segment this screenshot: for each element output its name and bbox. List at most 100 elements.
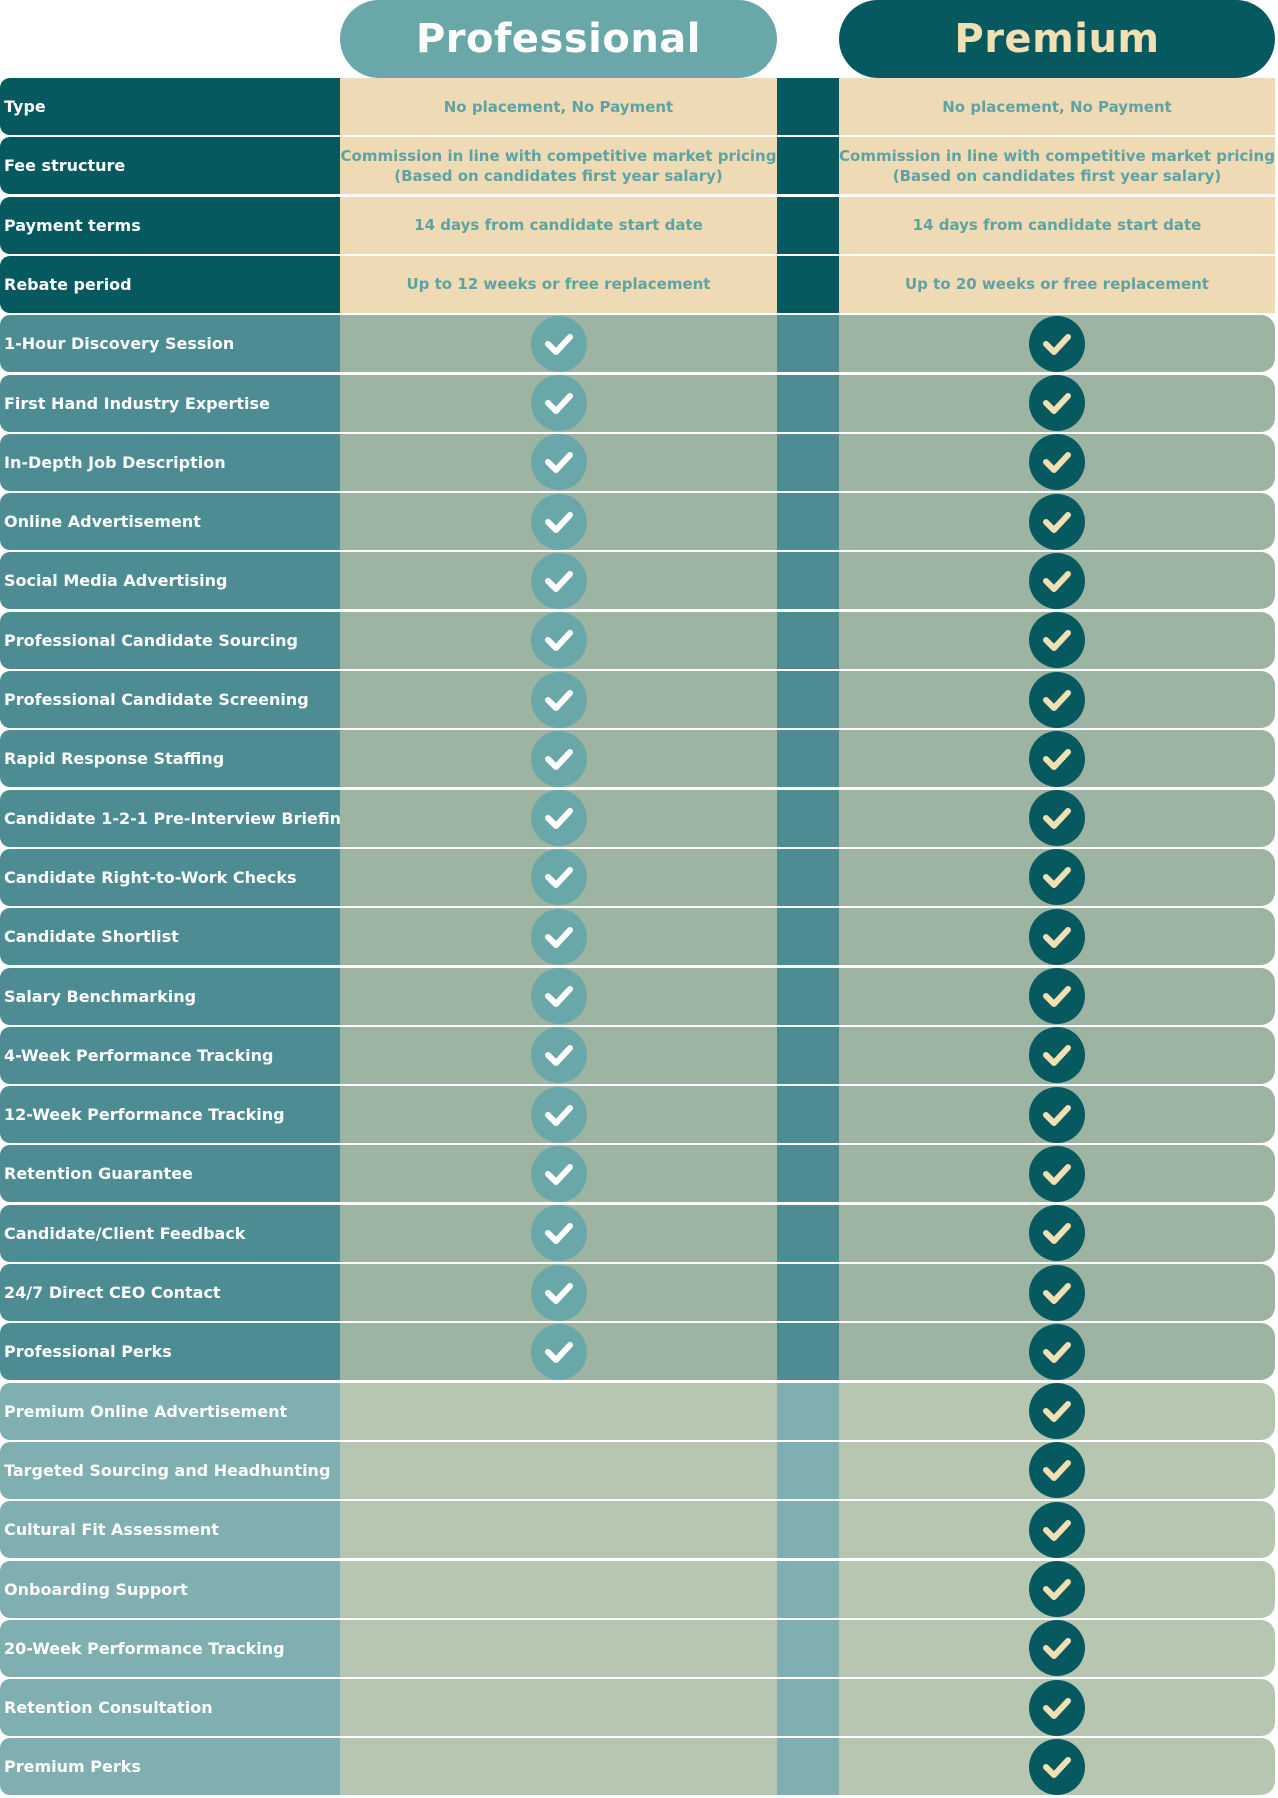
professional-check-icon: [530, 730, 587, 787]
feature-row: Premium Online Advertisement: [0, 1382, 1278, 1440]
feature-row: Candidate 1-2-1 Pre-Interview Briefing: [0, 789, 1278, 847]
feature-label: Online Advertisement: [0, 493, 340, 551]
professional-cell: [340, 1560, 777, 1618]
column-gap: [777, 1026, 839, 1084]
row-label: Type: [0, 78, 340, 135]
premium-cell: [839, 967, 1275, 1025]
professional-cell: [340, 1382, 777, 1440]
professional-cell: 14 days from candidate start date: [340, 196, 777, 254]
professional-cell: [340, 789, 777, 847]
premium-cell: [839, 1145, 1275, 1203]
column-gap: [777, 315, 839, 373]
professional-cell: [340, 374, 777, 432]
info-row: Fee structure Commission in line with com…: [0, 137, 1278, 195]
professional-plan-header: Professional: [340, 0, 777, 78]
row-label: Rebate period: [0, 255, 340, 313]
feature-label: Premium Perks: [0, 1738, 340, 1796]
info-row: Type No placement, No Payment No placement…: [0, 78, 1278, 135]
professional-cell: [340, 1264, 777, 1321]
feature-row: Premium Perks: [0, 1738, 1278, 1796]
feature-row: Onboarding Support: [0, 1560, 1278, 1618]
premium-cell: [839, 433, 1275, 491]
professional-cell: [340, 552, 777, 610]
premium-check-icon: [1029, 1561, 1085, 1617]
column-gap: [777, 196, 839, 254]
professional-value: Commission in line with competitive mark…: [340, 146, 777, 185]
professional-check-icon: [530, 1145, 587, 1202]
premium-cell: [839, 1679, 1275, 1737]
premium-cell: [839, 552, 1275, 610]
feature-label: Professional Candidate Screening: [0, 671, 340, 728]
premium-value: 14 days from candidate start date: [912, 216, 1202, 235]
premium-cell: No placement, No Payment: [839, 78, 1275, 135]
feature-row: Salary Benchmarking: [0, 967, 1278, 1025]
column-gap: [777, 374, 839, 432]
feature-label: 24/7 Direct CEO Contact: [0, 1264, 340, 1321]
professional-cell: [340, 1501, 777, 1559]
premium-cell: [839, 493, 1275, 551]
premium-value: Up to 20 weeks or free replacement: [905, 275, 1209, 294]
premium-check-icon: [1029, 790, 1085, 847]
premium-cell: [839, 1086, 1275, 1144]
info-row: Payment terms 14 days from candidate star…: [0, 196, 1278, 254]
feature-row: Candidate/Client Feedback: [0, 1204, 1278, 1262]
feature-row: Online Advertisement: [0, 493, 1278, 551]
premium-check-icon: [1029, 1383, 1085, 1440]
professional-check-icon: [530, 671, 587, 728]
premium-check-icon: [1029, 1501, 1085, 1558]
professional-cell: No placement, No Payment: [340, 78, 777, 135]
premium-check-icon: [1029, 552, 1085, 609]
column-gap: [777, 1204, 839, 1262]
feature-row: 4-Week Performance Tracking: [0, 1026, 1278, 1084]
professional-cell: Commission in line with competitive mark…: [340, 137, 777, 195]
feature-label: 1-Hour Discovery Session: [0, 315, 340, 373]
feature-label: Professional Perks: [0, 1323, 340, 1381]
column-gap: [777, 671, 839, 728]
column-gap: [777, 1679, 839, 1737]
column-gap: [777, 433, 839, 491]
column-gap: [777, 1738, 839, 1796]
professional-cell: [340, 1441, 777, 1499]
professional-value: No placement, No Payment: [443, 97, 674, 116]
premium-check-icon: [1029, 1679, 1085, 1736]
premium-cell: [839, 1323, 1275, 1381]
premium-check-icon: [1029, 671, 1085, 728]
professional-cell: [340, 730, 777, 788]
column-gap: [777, 1382, 839, 1440]
premium-check-icon: [1029, 1620, 1085, 1677]
premium-cell: [839, 730, 1275, 788]
premium-check-icon: [1029, 730, 1085, 787]
premium-check-icon: [1029, 849, 1085, 906]
column-gap: [777, 552, 839, 610]
feature-label: Rapid Response Staffing: [0, 730, 340, 788]
feature-row: Social Media Advertising: [0, 552, 1278, 610]
feature-row: Candidate Right-to-Work Checks: [0, 848, 1278, 906]
premium-cell: [839, 1441, 1275, 1499]
professional-cell: [340, 1145, 777, 1203]
premium-check-icon: [1029, 1027, 1085, 1084]
feature-row: Retention Consultation: [0, 1679, 1278, 1737]
column-gap: [777, 1560, 839, 1618]
premium-check-icon: [1029, 375, 1085, 431]
professional-check-icon: [530, 493, 587, 550]
info-row: Rebate period Up to 12 weeks or free repl…: [0, 255, 1278, 313]
column-gap: [777, 1086, 839, 1144]
column-gap: [777, 255, 839, 313]
professional-cell: [340, 1086, 777, 1144]
premium-value: Commission in line with competitive mark…: [839, 146, 1275, 185]
feature-label: Targeted Sourcing and Headhunting: [0, 1441, 340, 1499]
premium-check-icon: [1029, 434, 1085, 491]
feature-row: Cultural Fit Assessment: [0, 1501, 1278, 1559]
column-gap: [777, 611, 839, 669]
professional-cell: [340, 1026, 777, 1084]
premium-cell: [839, 671, 1275, 728]
premium-check-icon: [1029, 908, 1085, 965]
professional-check-icon: [530, 552, 587, 609]
premium-cell: [839, 1619, 1275, 1677]
feature-row: 12-Week Performance Tracking: [0, 1086, 1278, 1144]
premium-check-icon: [1029, 315, 1085, 372]
premium-cell: [839, 1501, 1275, 1559]
feature-row: Retention Guarantee: [0, 1145, 1278, 1203]
column-gap: [777, 1441, 839, 1499]
